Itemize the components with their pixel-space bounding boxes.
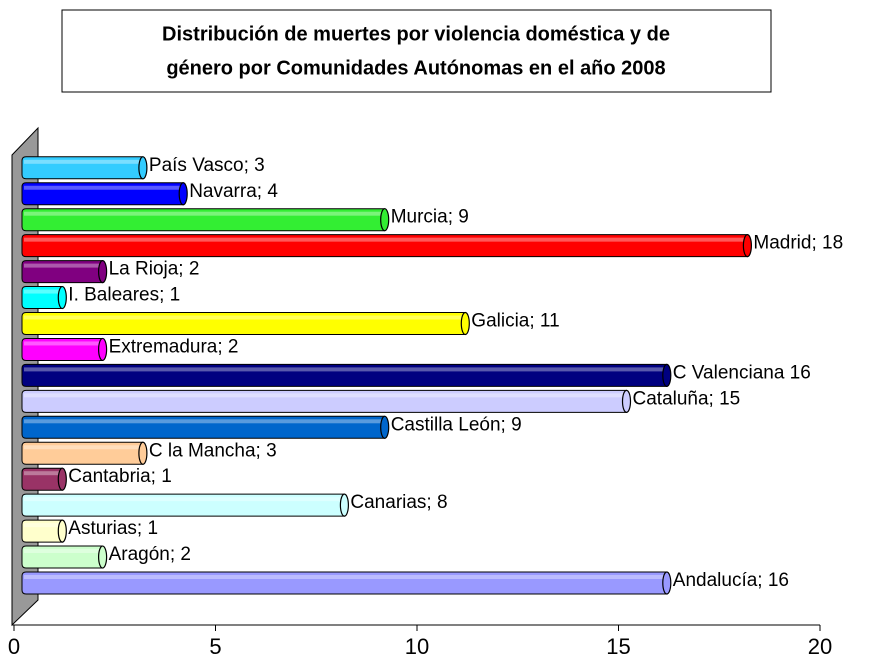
x-tick-label: 15 [606, 634, 630, 659]
bar [21, 208, 386, 232]
bar-highlight [24, 211, 383, 216]
bar-cap [138, 156, 148, 180]
data-label: Navarra; 4 [189, 181, 278, 202]
bar-highlight [24, 445, 141, 450]
bar-cap [138, 441, 148, 465]
bar-cap [460, 311, 470, 336]
data-label: La Rioja; 2 [109, 259, 200, 280]
bar [21, 467, 63, 491]
bar-highlight [24, 315, 464, 320]
bar-cap [57, 519, 67, 543]
bar-cap [742, 234, 753, 258]
chart-title: Distribución de muertes por violencia do… [162, 23, 670, 45]
bar [21, 234, 748, 258]
bar [21, 312, 466, 335]
bar [21, 260, 104, 284]
bar-highlight [24, 393, 625, 398]
data-label: Extremadura; 2 [109, 336, 239, 357]
bar [21, 571, 668, 595]
bar [21, 389, 627, 413]
bar-cap [662, 571, 672, 595]
bar-highlight [24, 523, 61, 528]
data-label: I. Baleares; 1 [68, 285, 180, 306]
data-label: Cataluña; 15 [633, 388, 741, 409]
bar [21, 441, 144, 465]
bar-cap [380, 208, 390, 232]
bar-highlight [24, 419, 383, 424]
bar-highlight [24, 367, 665, 372]
x-tick-label: 20 [808, 634, 832, 659]
data-label: Castilla León; 9 [391, 414, 522, 435]
bar [21, 182, 184, 206]
bar-cap [57, 467, 67, 491]
data-label: Aragón; 2 [109, 544, 191, 565]
bar [21, 493, 345, 517]
x-tick-label: 5 [209, 634, 221, 659]
data-label: País Vasco; 3 [149, 155, 265, 176]
x-tick-label: 0 [8, 634, 20, 659]
data-label: Canarias; 8 [350, 492, 447, 513]
data-label: Murcia; 9 [391, 207, 469, 228]
chart-title: género por Comunidades Autónomas en el a… [166, 57, 665, 79]
x-tick-label: 10 [405, 634, 429, 659]
bar-cap [339, 493, 349, 517]
bar-highlight [24, 263, 101, 268]
bar-highlight [24, 341, 101, 346]
bar-cap [97, 545, 108, 569]
bar-cap [57, 285, 67, 310]
bar-cap [380, 415, 390, 439]
bar-highlight [24, 549, 101, 554]
bar-cap [178, 182, 188, 206]
bar-highlight [24, 471, 61, 476]
bar [21, 337, 104, 361]
bar-cap [621, 389, 632, 413]
bar-highlight [24, 289, 61, 294]
bar-highlight [24, 575, 665, 579]
bar [21, 286, 63, 310]
bar-highlight [24, 237, 746, 242]
data-label: Galicia; 11 [471, 311, 559, 332]
data-label: C Valenciana 16 [673, 362, 811, 383]
data-label: C la Mancha; 3 [149, 440, 277, 461]
title-box [61, 9, 772, 93]
bar-cap [662, 363, 672, 387]
bar-cap [97, 337, 108, 362]
bar [21, 545, 104, 569]
bar-highlight [24, 185, 182, 190]
data-label: Cantabria; 1 [68, 466, 172, 487]
bar-highlight [24, 159, 141, 164]
data-label: Madrid; 18 [753, 233, 843, 254]
bar-highlight [24, 497, 343, 502]
bar [21, 363, 668, 387]
data-label: Asturias; 1 [68, 518, 158, 539]
data-label: Andalucía; 16 [673, 570, 789, 591]
bar [21, 156, 144, 180]
bar [21, 415, 386, 439]
bar-cap [97, 260, 108, 284]
bar [21, 519, 63, 543]
